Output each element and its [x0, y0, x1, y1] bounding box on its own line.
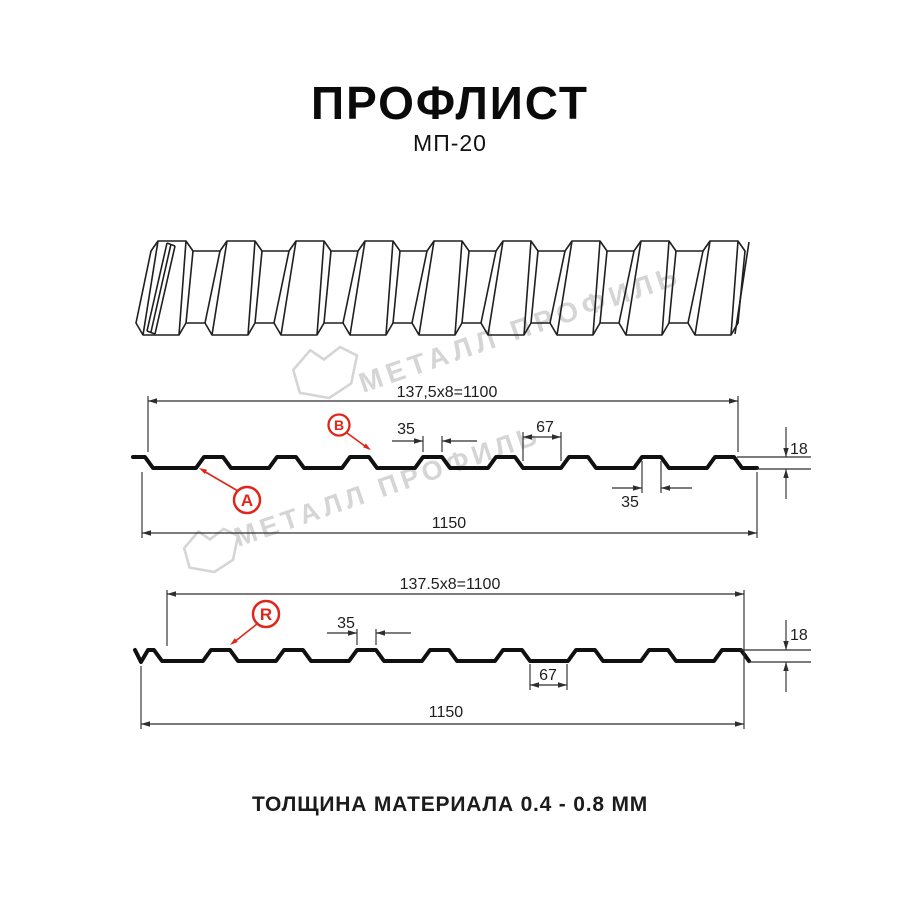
product-model: МП-20 — [413, 130, 487, 156]
profile-3d-view — [135, 240, 750, 336]
cross-section-reverse-dimensions: 137.5x8=1100 35 67 18 1150 R — [260, 576, 808, 721]
dim-total-width: 1150 — [429, 704, 464, 721]
dim-valley: 67 — [536, 419, 554, 436]
side-label-b: B — [334, 417, 344, 433]
cross-section-front-dimensions: 137,5x8=1100 35 67 35 18 1150 B A — [241, 384, 808, 532]
cross-section-reverse-view — [133, 590, 811, 729]
dim-useful-width: 137,5x8=1100 — [397, 384, 498, 401]
dim-rib-top-bottom-callout: 35 — [621, 494, 639, 511]
brand-logo-icon — [182, 527, 240, 574]
side-label-r: R — [260, 605, 272, 624]
material-thickness-note: ТОЛЩИНА МАТЕРИАЛА 0.4 - 0.8 ММ — [251, 793, 649, 816]
dim-total-width: 1150 — [432, 515, 467, 532]
dim-height: 18 — [790, 441, 808, 458]
dim-useful-width: 137.5x8=1100 — [400, 576, 501, 593]
dim-valley: 67 — [539, 667, 557, 684]
page-title: ПРОФЛИСТ — [311, 77, 589, 129]
brand-logo-icon — [291, 345, 359, 400]
dim-height: 18 — [790, 627, 808, 644]
side-label-a: A — [241, 491, 253, 510]
dim-rib-top: 35 — [337, 615, 355, 632]
cross-section-front-view — [131, 396, 811, 538]
dim-rib-top: 35 — [397, 421, 415, 438]
watermark-text-1: МЕТАЛЛ ПРОФИЛЬ — [355, 259, 686, 399]
